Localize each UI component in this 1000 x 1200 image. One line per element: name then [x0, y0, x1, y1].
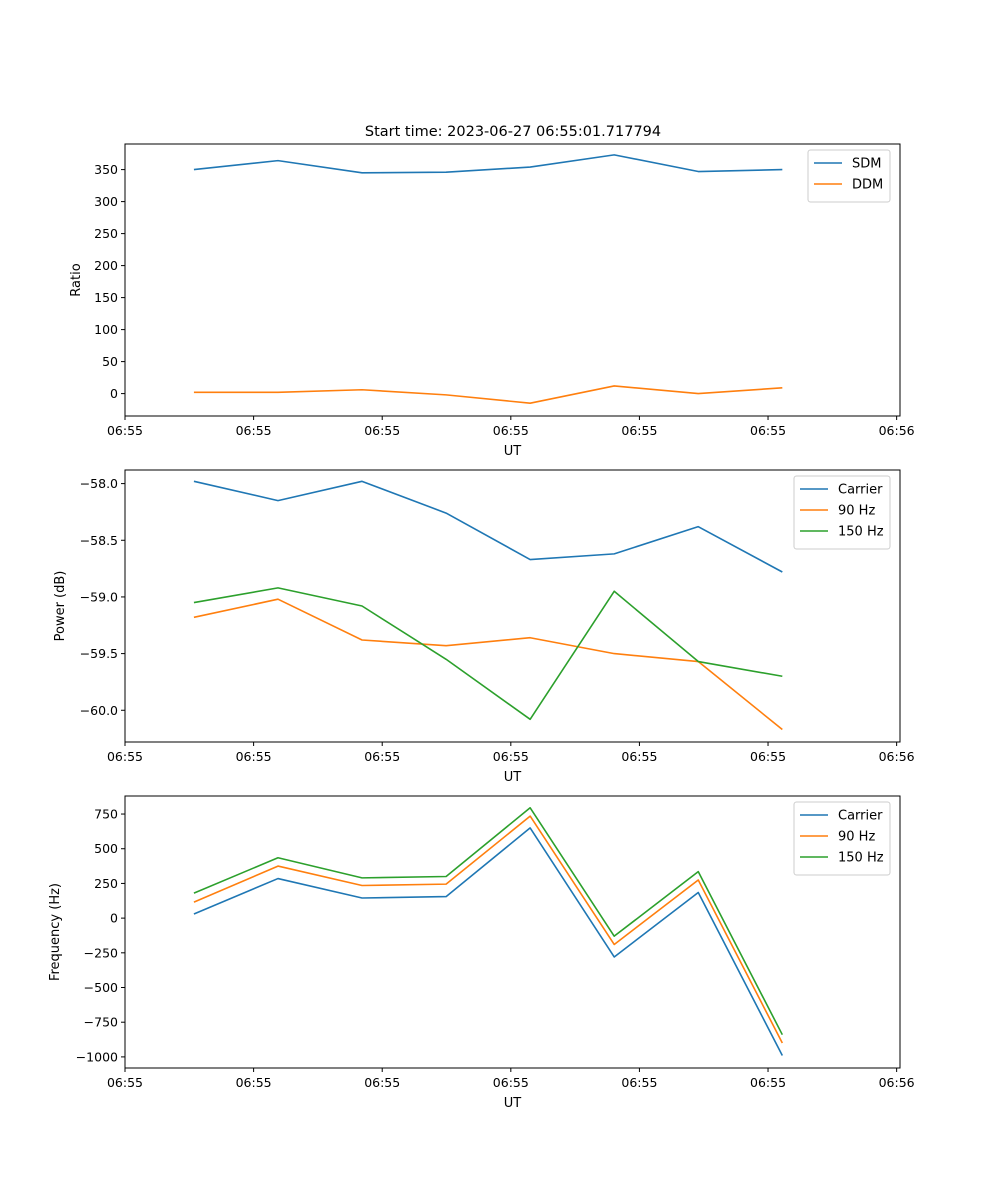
- series-line-ddm: [193, 385, 783, 405]
- legend: Carrier 90 Hz 150 Hz: [793, 801, 891, 876]
- x-tick-label: 06:55: [236, 749, 272, 764]
- legend: Carrier 90 Hz 150 Hz: [793, 475, 891, 550]
- y-axis-label: Ratio: [69, 263, 84, 296]
- subplot-3: 06:55 06:55 06:55 06:55 06:55 06:55 06:56 −1000…: [48, 795, 915, 1111]
- y-tick-label: −750: [84, 1015, 118, 1030]
- y-tick-label: −1000: [76, 1049, 118, 1064]
- x-tick-label: 06:55: [750, 749, 786, 764]
- axes-frame: [124, 795, 901, 1069]
- series-line-carrier: [193, 480, 783, 573]
- x-tick-label: 06:55: [107, 749, 143, 764]
- x-tick-label: 06:55: [750, 423, 786, 438]
- x-tick-label: 06:55: [621, 1075, 657, 1090]
- series-line-carrier: [193, 827, 784, 1056]
- x-tick-label: 06:56: [879, 1075, 915, 1090]
- subplot-1: 06:55 06:55 06:55 06:55 06:55 06:55 06:56 0 50 10…: [69, 143, 915, 459]
- y-tick-label: −58.5: [80, 533, 118, 548]
- series-line-90-hz: [193, 598, 783, 731]
- y-tick-label: 200: [94, 258, 118, 273]
- x-tick-label: 06:55: [236, 1075, 272, 1090]
- legend-entry: SDM: [852, 157, 881, 172]
- y-tick-label: 100: [94, 322, 118, 337]
- y-tick-label: 750: [94, 807, 118, 822]
- x-tick-label: 06:55: [364, 423, 400, 438]
- y-tick-label: −59.5: [80, 646, 118, 661]
- x-tick-label: 06:55: [621, 749, 657, 764]
- x-tick-label: 06:55: [107, 423, 143, 438]
- y-tick-label: 150: [94, 290, 118, 305]
- x-tick-label: 06:55: [493, 749, 529, 764]
- y-tick-label: −60.0: [80, 703, 118, 718]
- subplot-2: 06:55 06:55 06:55 06:55 06:55 06:55 06:56 −60.0…: [53, 469, 915, 785]
- x-tick-label: 06:55: [107, 1075, 143, 1090]
- x-tick-label: 06:56: [879, 423, 915, 438]
- series-line-150-hz: [193, 587, 783, 721]
- y-tick-label: 350: [94, 162, 118, 177]
- y-tick-label: −59.0: [80, 589, 118, 604]
- series-line-150-hz: [193, 806, 784, 1036]
- axes-frame: [124, 469, 901, 743]
- legend-entry: DDM: [852, 178, 883, 193]
- x-axis-label: UT: [504, 1096, 522, 1111]
- x-tick-label: 06:55: [750, 1075, 786, 1090]
- x-tick-label: 06:56: [879, 749, 915, 764]
- y-tick-label: 0: [110, 386, 118, 401]
- x-tick-label: 06:55: [621, 423, 657, 438]
- series-line-sdm: [193, 154, 783, 174]
- y-tick-label: 0: [110, 911, 118, 926]
- x-tick-label: 06:55: [236, 423, 272, 438]
- y-tick-label: 500: [94, 841, 118, 856]
- x-tick-label: 06:55: [493, 1075, 529, 1090]
- legend-entry: 150 Hz: [838, 525, 884, 540]
- legend-entry: Carrier: [838, 483, 883, 498]
- y-tick-label: −250: [84, 945, 118, 960]
- legend: SDM DDM: [807, 149, 891, 203]
- x-axis-label: UT: [504, 444, 522, 459]
- legend-entry: 90 Hz: [838, 830, 875, 845]
- y-axis-label: Power (dB): [53, 571, 68, 642]
- x-tick-label: 06:55: [493, 423, 529, 438]
- x-axis-label: UT: [504, 770, 522, 785]
- y-tick-label: 250: [94, 876, 118, 891]
- x-tick-label: 06:55: [364, 749, 400, 764]
- chart-title: Start time: 2023-06-27 06:55:01.717794: [365, 124, 661, 140]
- y-tick-label: 250: [94, 226, 118, 241]
- legend-entry: 90 Hz: [838, 504, 875, 519]
- y-tick-label: −500: [84, 980, 118, 995]
- x-tick-label: 06:55: [364, 1075, 400, 1090]
- axes-frame: [124, 143, 901, 417]
- legend-entry: 150 Hz: [838, 851, 884, 866]
- y-tick-label: 50: [102, 354, 118, 369]
- y-tick-label: −58.0: [80, 476, 118, 491]
- series-line-90-hz: [193, 815, 784, 1044]
- y-tick-label: 300: [94, 194, 118, 209]
- legend-entry: Carrier: [838, 809, 883, 824]
- y-axis-label: Frequency (Hz): [48, 883, 63, 981]
